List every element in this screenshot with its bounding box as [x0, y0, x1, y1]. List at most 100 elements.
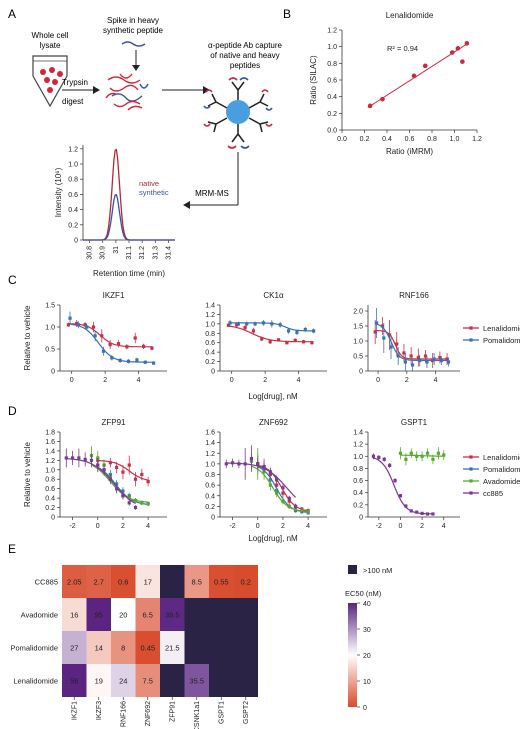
- heatmap-cell: [233, 565, 258, 598]
- data-point-Pomalidomide: [143, 360, 147, 364]
- r-squared-annotation: R² = 0.94: [387, 44, 418, 53]
- data-point-Pomalidomide: [375, 321, 379, 325]
- data-point-Pomalidomide: [101, 349, 106, 353]
- heatmap-cell: [111, 598, 136, 631]
- heatmap-cell-label: 17: [144, 578, 152, 587]
- data-point-Lenalidomide: [116, 342, 121, 346]
- data-point-Lenalidomide: [301, 340, 306, 344]
- data-point-Avadomide: [275, 491, 279, 495]
- heatmap-cell-label: 21.5: [165, 644, 180, 653]
- data-point-Avadomide: [287, 504, 291, 508]
- heatmap-cell: [86, 598, 111, 631]
- y-tick-label: 1.2: [327, 28, 337, 35]
- data-point: [460, 59, 465, 64]
- x-tick-label: 31.4: [165, 246, 172, 260]
- chart-gspt1: 0 0.2 0.4 0.6 0.8 1.0 1.2 1.4 -2 0 2 4 GSPT1: [353, 418, 460, 530]
- heatmap-cell: [160, 598, 185, 631]
- x-tick-label: 1.0: [450, 136, 460, 143]
- data-point-Lenalidomide: [438, 355, 442, 360]
- data-point-Pomalidomide: [228, 321, 232, 325]
- data-point-Lenalidomide: [108, 343, 112, 347]
- heatmap-cell-label: 56: [70, 677, 78, 686]
- capture-label-3: peptides: [230, 61, 260, 70]
- y-tick-label: 0.6: [45, 486, 55, 493]
- y-tick-label: 0.6: [353, 478, 363, 485]
- data-point-Pomalidomide: [278, 323, 282, 327]
- x-tick-label: 0.2: [360, 136, 370, 143]
- heatmap: CC885 2.05 2.7 0.6 17 8.5 0.55 0.2 Avadomide 16 95…: [10, 565, 258, 729]
- chart-ck1a: 0 0.2 0.4 0.6 0.8 1.0 1.2 1.4 0 2 4 CK1α: [205, 291, 327, 384]
- data-point-Lenalidomide: [310, 341, 314, 345]
- data-point-cc885: [108, 477, 112, 481]
- data-point-Lenalidomide: [402, 351, 406, 355]
- trypsin-label-2: digest: [62, 97, 84, 106]
- x-tick-label: 2: [263, 377, 267, 384]
- data-point-Lenalidomide: [75, 321, 79, 326]
- legend-label: Pomalidomide: [483, 465, 520, 474]
- data-point-Pomalidomide: [432, 357, 436, 361]
- y-tick-label: 1.2: [68, 146, 78, 153]
- y-tick-label: 2.0: [353, 309, 363, 316]
- heatmap-row-label: CC885: [35, 578, 58, 587]
- heatmap-cell-label: 0.45: [140, 644, 155, 653]
- heatmap-cell: [111, 565, 136, 598]
- heatmap-col-label: GSPT1: [218, 701, 225, 724]
- mrm-label: MRM-MS: [195, 189, 229, 198]
- y-tick-label: 1.0: [68, 162, 78, 169]
- arrow-right-icon: [93, 86, 100, 94]
- chart-len: 0.0 0.2 0.4 0.6 0.8 1.0 1.2 0.0 0.2 0.4 0.6 0.8 1.0 1…: [309, 11, 482, 156]
- colorbar-tick-label: 10: [363, 679, 371, 686]
- heatmap-cell: [209, 664, 234, 697]
- x-tick-label: 0: [399, 523, 403, 530]
- data-point: [411, 73, 417, 79]
- legend-marker: [469, 491, 473, 495]
- fit-curve-Avadomide: [251, 465, 309, 512]
- overflow-label: >100 nM: [363, 566, 392, 575]
- heatmap-cell-label: 19: [95, 677, 103, 686]
- data-point-Avadomide: [300, 509, 304, 513]
- heatmap-cell-label: 7.5: [143, 677, 153, 686]
- heatmap-cell: [111, 631, 136, 664]
- data-point-Avadomide: [415, 454, 419, 458]
- chart-title: ZFP91: [101, 418, 126, 427]
- heatmap-cell: [184, 664, 209, 697]
- data-point-Lenalidomide: [251, 329, 256, 333]
- chromatogram-trace-synthetic: [83, 194, 175, 241]
- heatmap-cell: [62, 598, 87, 631]
- y-tick-label: 1.8: [45, 430, 55, 437]
- data-point-cc885: [371, 454, 376, 458]
- y-tick-label: 0: [51, 369, 55, 376]
- data-point: [367, 103, 373, 109]
- colorbar-tick-label: 40: [363, 601, 371, 608]
- data-point-Pomalidomide: [403, 360, 407, 364]
- heatmap-cell: [135, 598, 160, 631]
- charts-layer: 0 0.2 0.4 0.6 0.8 1.0 1.2 30.8 30.9 31 31.1 31.2 31.…: [10, 11, 520, 729]
- y-axis-label: Relative to vehicle: [23, 441, 32, 506]
- data-point-cc885: [268, 470, 272, 474]
- data-point-cc885: [230, 461, 235, 465]
- heatmap-cell-label: 95: [95, 611, 103, 620]
- heatmap-cell: [86, 565, 111, 598]
- data-point-cc885: [121, 494, 125, 498]
- data-point-cc885: [420, 511, 424, 515]
- data-point-cc885: [83, 457, 87, 461]
- x-tick-label: 0.0: [337, 136, 347, 143]
- x-tick-label: 4: [137, 377, 141, 384]
- fit-curve-cc885: [66, 458, 136, 505]
- data-point-Pomalidomide: [118, 358, 122, 363]
- data-point-Lenalidomide: [235, 323, 239, 327]
- x-tick-label: 1.2: [472, 136, 482, 143]
- heatmap-cell: [62, 631, 87, 664]
- data-point-Pomalidomide: [93, 334, 97, 338]
- x-tick-label: 31.2: [139, 246, 146, 260]
- y-tick-label: 0.2: [68, 222, 78, 229]
- legend-marker: [469, 338, 473, 342]
- heatmap-row-label: Avadomide: [21, 611, 58, 620]
- data-point-Lenalidomide: [133, 336, 137, 340]
- y-tick-label: 0.8: [45, 477, 55, 484]
- heatmap-col-label: IKZF3: [96, 701, 103, 720]
- y-axis-label: Intensity (10⁶): [54, 167, 63, 217]
- data-point-Avadomide: [420, 454, 424, 458]
- data-point-cc885: [102, 468, 106, 472]
